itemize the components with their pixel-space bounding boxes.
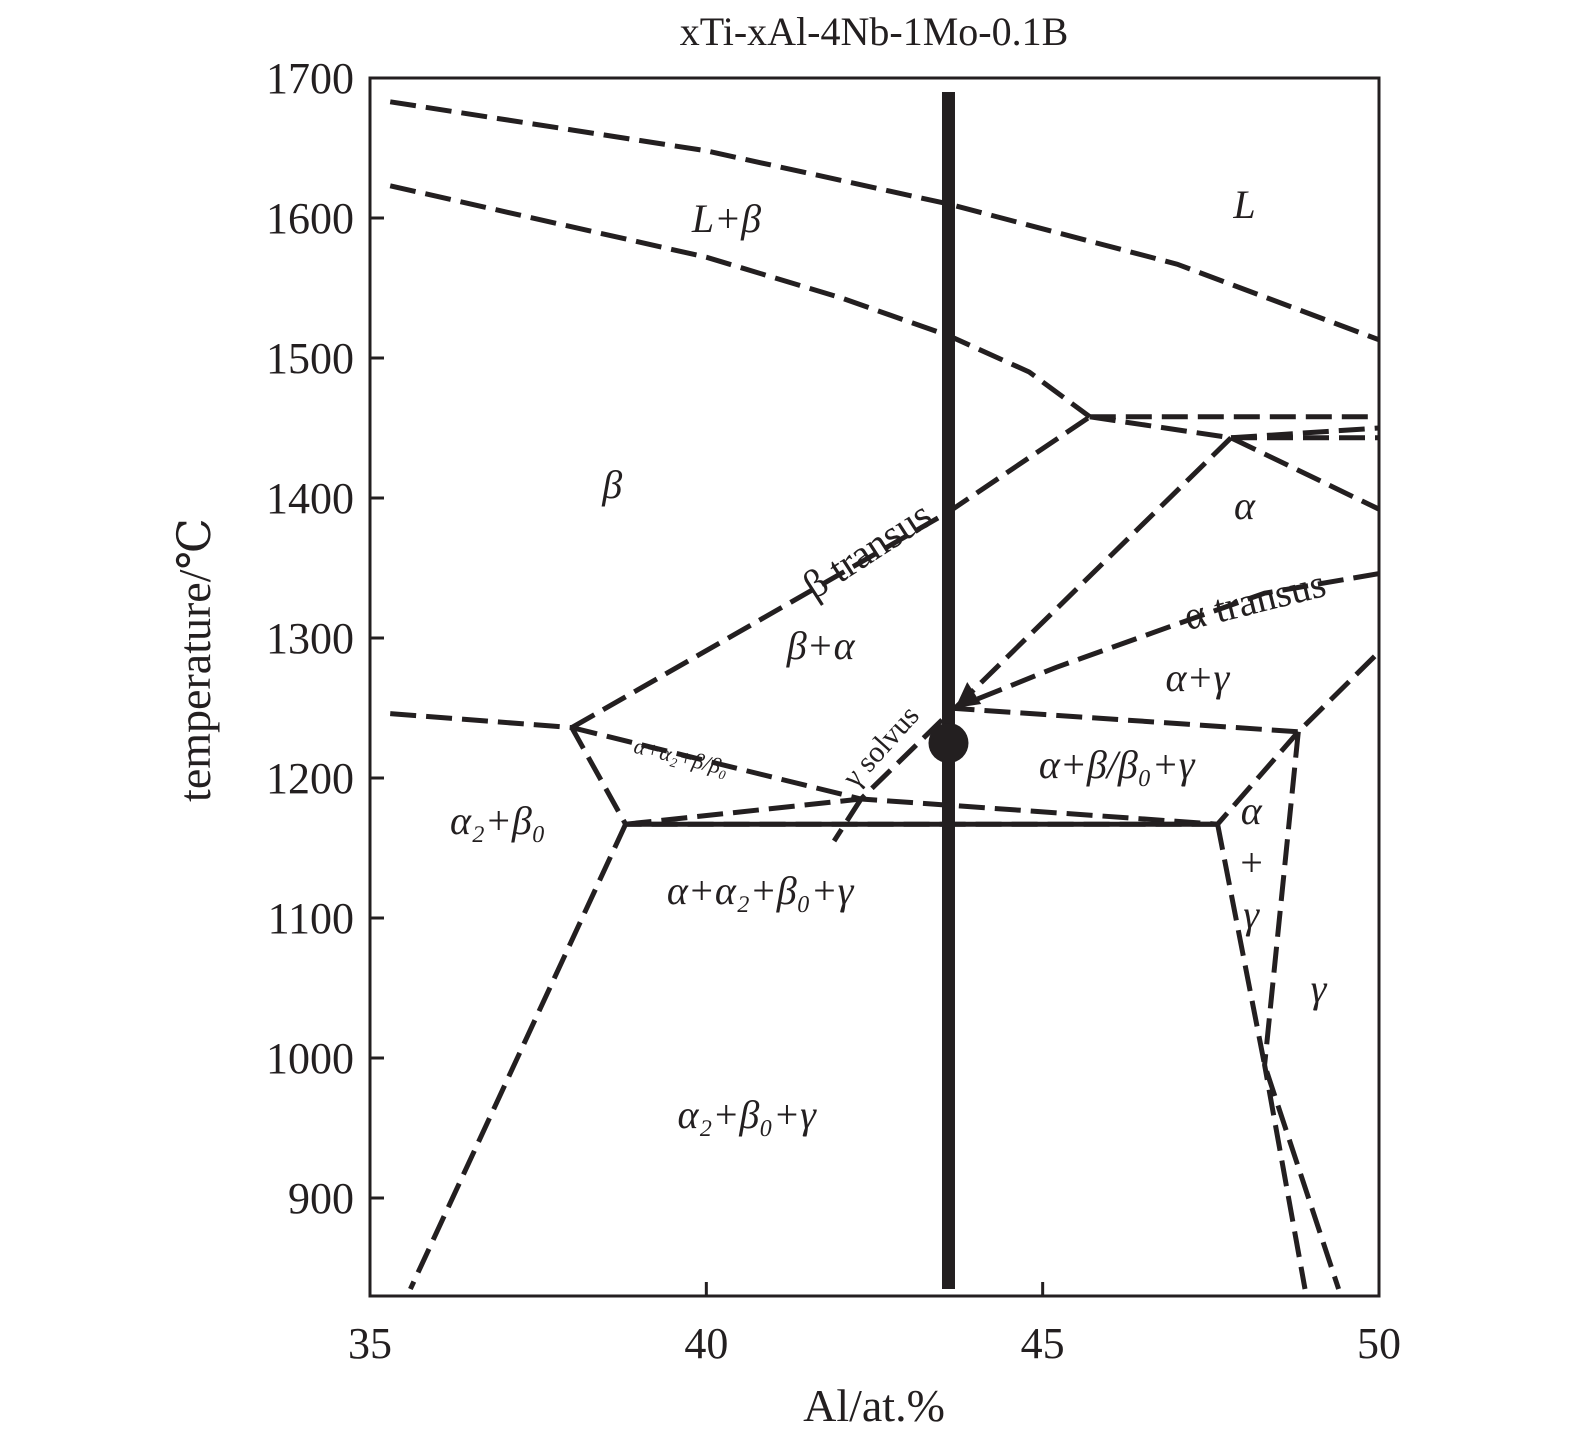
phase-boundary-19 xyxy=(1262,731,1308,1290)
phase-boundary-18 xyxy=(1215,823,1341,1290)
arrow-head-icon xyxy=(955,682,982,708)
y-tick-label: 1000 xyxy=(266,1034,354,1083)
phase-boundary-9 xyxy=(954,571,1379,711)
phase-boundary-14 xyxy=(831,797,864,843)
y-tick-label: 1300 xyxy=(266,614,354,663)
phase-region-label: β xyxy=(601,462,622,507)
phase-region-label: α₂+β₀+γ xyxy=(677,1092,817,1137)
phase-region-label: α₂+β₀ xyxy=(450,798,546,843)
phase-region-label: L xyxy=(1232,182,1255,227)
phase-region-label: γ xyxy=(1243,892,1260,937)
phase-region-label: L+β xyxy=(691,196,761,241)
phase-region-label: α xyxy=(1234,483,1256,528)
phase-boundary-5 xyxy=(1089,414,1379,512)
x-axis-label: Al/at.% xyxy=(803,1380,945,1431)
x-tick-label: 50 xyxy=(1357,1319,1401,1368)
y-tick-label: 1700 xyxy=(266,54,354,103)
phase-region-label: β+α xyxy=(786,623,856,668)
y-axis-label: temperature/℃ xyxy=(169,518,220,802)
phase-boundary-1 xyxy=(389,99,1379,343)
phase-region-label: α xyxy=(1241,788,1263,833)
x-tick-label: 45 xyxy=(1021,1319,1065,1368)
phase-boundary-10 xyxy=(948,650,1379,735)
phase-region-label: α+α₂+β₀+γ xyxy=(667,868,855,913)
phase-region-labels: LL+ββ αβ+αα+γα+β/β₀+γα+α₂+β/β₀α₂+β₀α+α₂+β… xyxy=(450,182,1330,1137)
y-tick-label: 1100 xyxy=(268,894,354,943)
y-tick-label: 1500 xyxy=(266,334,354,383)
phase-region-label: α+γ xyxy=(1166,655,1231,700)
plot-frame xyxy=(368,76,1381,1298)
phase-region-label: + xyxy=(1238,840,1265,885)
alloy-composition-point xyxy=(928,723,969,763)
axis-ticks: 35 40 45 50 900 1000 1100 1200 1300 1400 1500 1600 1… xyxy=(266,54,1401,1368)
x-tick-label: 40 xyxy=(684,1319,728,1368)
phase-boundary-8 xyxy=(953,436,1233,710)
chart-title: xTi-xAl-4Nb-1Mo-0.1B xyxy=(680,9,1069,54)
phase-boundary-2 xyxy=(389,183,1092,419)
y-tick-label: 900 xyxy=(288,1174,354,1223)
phase-region-label: α+β/β₀+γ xyxy=(1039,742,1196,787)
boundary-annotation: α transus xyxy=(1179,560,1330,639)
y-tick-label: 1400 xyxy=(266,474,354,523)
plot-area xyxy=(368,76,1381,1298)
x-tick-label: 35 xyxy=(348,1319,392,1368)
boundary-annotation: β transus xyxy=(795,492,940,608)
y-tick-label: 1600 xyxy=(266,194,354,243)
phase-boundary-7 xyxy=(1230,425,1379,441)
y-tick-label: 1200 xyxy=(266,754,354,803)
phase-boundary-17 xyxy=(408,823,628,1291)
phase-boundary-16 xyxy=(1215,730,1301,826)
phase-region-label: α+α₂+β/β₀ xyxy=(632,733,731,781)
phase-region-label: γ xyxy=(1311,966,1328,1011)
